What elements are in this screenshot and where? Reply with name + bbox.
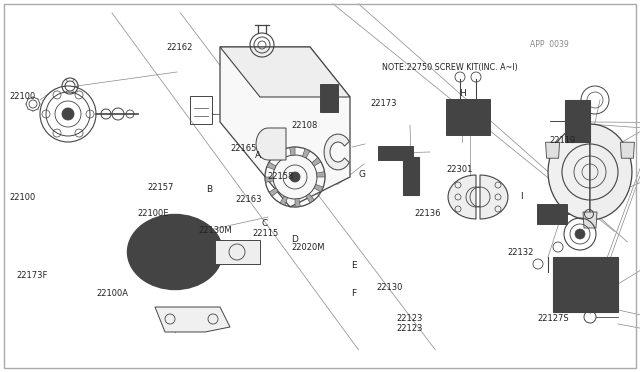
Polygon shape	[295, 199, 300, 207]
Polygon shape	[265, 177, 273, 182]
Text: 22119: 22119	[549, 136, 575, 145]
Polygon shape	[548, 124, 590, 220]
Text: I: I	[520, 192, 522, 201]
Bar	[171, 276, 179, 286]
Polygon shape	[620, 142, 634, 158]
Polygon shape	[280, 196, 287, 205]
Polygon shape	[215, 240, 260, 264]
Polygon shape	[583, 212, 597, 228]
Text: C: C	[261, 219, 268, 228]
Text: 22123: 22123	[397, 324, 423, 333]
Circle shape	[62, 108, 74, 120]
Polygon shape	[314, 185, 323, 192]
Polygon shape	[267, 162, 276, 170]
Bar	[144, 267, 152, 278]
Text: A: A	[255, 151, 261, 160]
Text: 22100: 22100	[10, 193, 36, 202]
Text: 22100A: 22100A	[96, 289, 128, 298]
Text: 22173: 22173	[370, 99, 396, 108]
Text: 22127S: 22127S	[538, 314, 569, 323]
Text: 22136: 22136	[415, 209, 441, 218]
Text: 22123: 22123	[397, 314, 423, 323]
Polygon shape	[155, 307, 230, 332]
Circle shape	[575, 229, 585, 239]
Bar	[133, 247, 141, 257]
Bar	[190, 96, 212, 124]
Polygon shape	[480, 175, 508, 219]
Bar	[565, 100, 590, 142]
Polygon shape	[276, 151, 284, 160]
Polygon shape	[545, 142, 559, 158]
Bar	[320, 84, 338, 112]
Text: H: H	[460, 89, 467, 98]
Text: F: F	[351, 289, 356, 298]
Bar	[198, 267, 206, 278]
Polygon shape	[290, 147, 295, 155]
Text: 22301: 22301	[447, 165, 473, 174]
Text: 22100: 22100	[10, 92, 36, 101]
Polygon shape	[256, 128, 286, 160]
Text: 22115: 22115	[253, 229, 279, 238]
Polygon shape	[269, 188, 278, 196]
Circle shape	[290, 172, 300, 182]
Polygon shape	[324, 134, 349, 170]
Text: 22132: 22132	[508, 248, 534, 257]
Text: 22163: 22163	[236, 195, 262, 203]
Bar	[209, 247, 217, 257]
Bar	[198, 227, 206, 237]
Polygon shape	[303, 149, 310, 158]
Text: 22158: 22158	[268, 172, 294, 181]
Text: G: G	[358, 170, 365, 179]
Text: 22130: 22130	[376, 283, 403, 292]
Text: APP  0039: APP 0039	[530, 39, 569, 48]
Bar	[537, 204, 567, 224]
Polygon shape	[220, 47, 350, 97]
Polygon shape	[220, 47, 350, 207]
Text: 22165: 22165	[230, 144, 257, 153]
Text: 22100E: 22100E	[138, 209, 169, 218]
Text: NOTE:22750 SCREW KIT(INC. A~I): NOTE:22750 SCREW KIT(INC. A~I)	[382, 62, 518, 71]
Bar	[553, 257, 618, 312]
Text: B: B	[206, 185, 212, 194]
Text: D: D	[291, 235, 298, 244]
Polygon shape	[312, 158, 321, 166]
Polygon shape	[306, 194, 314, 203]
Bar	[403, 157, 419, 195]
Polygon shape	[317, 171, 325, 177]
Text: 22108: 22108	[291, 121, 317, 130]
Text: 22173F: 22173F	[16, 271, 47, 280]
Bar	[144, 227, 152, 237]
Bar	[378, 146, 413, 160]
Ellipse shape	[127, 215, 223, 289]
Bar	[446, 99, 490, 135]
Text: 22157: 22157	[147, 183, 173, 192]
Text: E: E	[351, 262, 356, 270]
Text: 22020M: 22020M	[291, 243, 324, 252]
Polygon shape	[448, 175, 476, 219]
Text: 22162: 22162	[166, 43, 193, 52]
Bar	[171, 218, 179, 228]
Text: 22130M: 22130M	[198, 226, 232, 235]
Circle shape	[167, 244, 183, 260]
Polygon shape	[590, 124, 632, 220]
